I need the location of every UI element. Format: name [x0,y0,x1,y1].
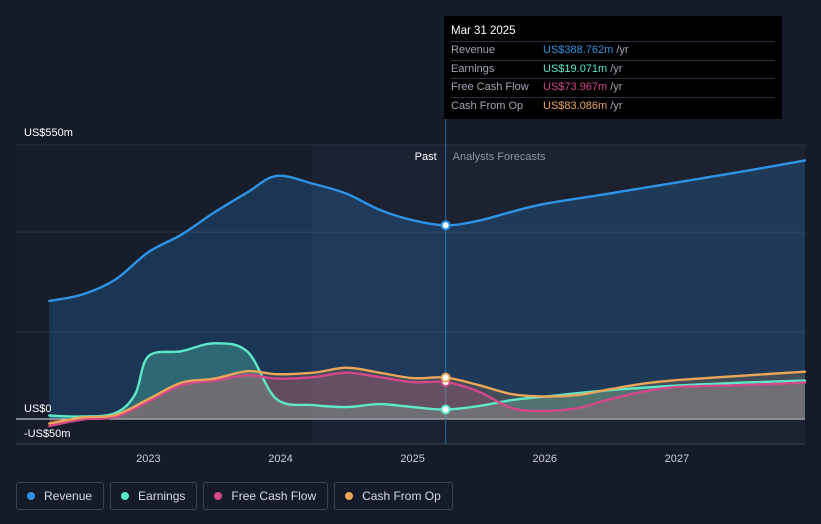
y-axis-bottom-label: -US$50m [24,428,70,440]
legend-item-earnings[interactable]: Earnings [110,482,198,510]
past-label: Past [415,151,437,163]
legend-label: Revenue [44,489,93,503]
legend-dot-icon [345,492,354,500]
x-axis-tick-label: 2024 [268,453,292,465]
legend-item-revenue[interactable]: Revenue [16,482,105,510]
legend-item-cash-from-op[interactable]: Cash From Op [334,482,453,510]
y-axis-zero-label: US$0 [24,403,52,415]
tooltip-value: US$83.086m [543,99,608,112]
x-axis-tick-label: 2025 [400,453,424,465]
revenue-line [48,159,807,303]
tooltip-unit: /yr [610,81,623,93]
forecast-label: Analysts Forecasts [453,151,546,163]
hover-tooltip: Mar 31 2025 Revenue US$388.762m /yr Earn… [444,16,782,119]
y-axis-top-label: US$550m [24,127,73,139]
legend-label: Free Cash Flow [231,489,317,503]
tooltip-label: Free Cash Flow [451,81,529,93]
tooltip-label: Revenue [451,44,496,56]
tooltip-row-cash-from-op: Cash From Op US$83.086m /yr [451,96,775,116]
free-cash-flow-line [48,371,807,428]
past-highlight-band [312,145,446,444]
forecast-region [445,145,805,444]
x-axis-tick-label: 2027 [665,453,689,465]
earnings-area [49,343,806,419]
legend-dot-icon [214,492,223,500]
x-axis-tick-label: 2023 [136,453,160,465]
tooltip-unit: /yr [610,99,623,112]
cash-from-op-area [49,367,806,424]
revenue-marker [440,220,451,231]
revenue-area [49,160,806,419]
earnings-marker [440,404,451,415]
legend-dot-icon [121,492,130,500]
tooltip-label: Earnings [451,62,495,75]
cash-from-op-line [48,366,807,425]
tooltip-unit: /yr [616,44,629,56]
chart-legend: Revenue Earnings Free Cash Flow Cash Fro… [16,482,453,512]
tooltip-row-earnings: Earnings US$19.071m /yr [451,59,775,79]
tooltip-value: US$19.071m [543,62,608,75]
tooltip-row-revenue: Revenue US$388.762m /yr [451,41,775,60]
legend-label: Cash From Op [362,489,441,503]
x-axis-tick-label: 2026 [532,453,556,465]
tooltip-value: US$388.762m [543,44,614,56]
cash-from-op-marker [440,372,451,383]
tooltip-unit: /yr [610,62,623,75]
free-cash-flow-area [49,372,806,426]
legend-item-free-cash-flow[interactable]: Free Cash Flow [203,482,329,510]
tooltip-row-free-cash-flow: Free Cash Flow US$73.967m /yr [451,78,775,97]
tooltip-date: Mar 31 2025 [451,25,516,37]
legend-dot-icon [27,492,35,500]
tooltip-label: Cash From Op [451,99,524,112]
tooltip-value: US$73.967m [543,81,608,93]
legend-label: Earnings [138,489,186,503]
